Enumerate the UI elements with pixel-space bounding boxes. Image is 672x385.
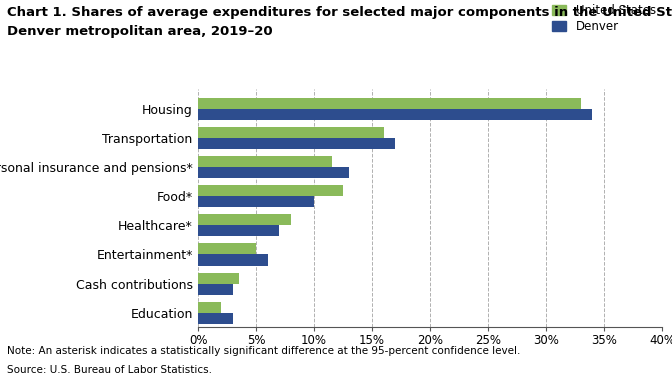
Bar <box>198 127 384 138</box>
Legend: United States, Denver: United States, Denver <box>552 4 656 33</box>
Bar <box>198 109 592 120</box>
Bar <box>198 167 349 178</box>
Bar <box>198 185 343 196</box>
Bar <box>198 214 291 225</box>
Bar <box>198 284 233 295</box>
Bar <box>198 138 395 149</box>
Bar <box>198 243 256 254</box>
Bar <box>198 254 267 266</box>
Bar <box>198 313 233 324</box>
Bar <box>198 225 280 236</box>
Bar <box>198 98 581 109</box>
Bar <box>198 156 331 167</box>
Bar <box>198 301 221 313</box>
Text: Denver metropolitan area, 2019–20: Denver metropolitan area, 2019–20 <box>7 25 272 38</box>
Bar <box>198 196 314 207</box>
Text: Chart 1. Shares of average expenditures for selected major components in the Uni: Chart 1. Shares of average expenditures … <box>7 6 672 19</box>
Bar <box>198 273 239 284</box>
Text: Source: U.S. Bureau of Labor Statistics.: Source: U.S. Bureau of Labor Statistics. <box>7 365 212 375</box>
Text: Note: An asterisk indicates a statistically significant difference at the 95-per: Note: An asterisk indicates a statistica… <box>7 346 520 356</box>
